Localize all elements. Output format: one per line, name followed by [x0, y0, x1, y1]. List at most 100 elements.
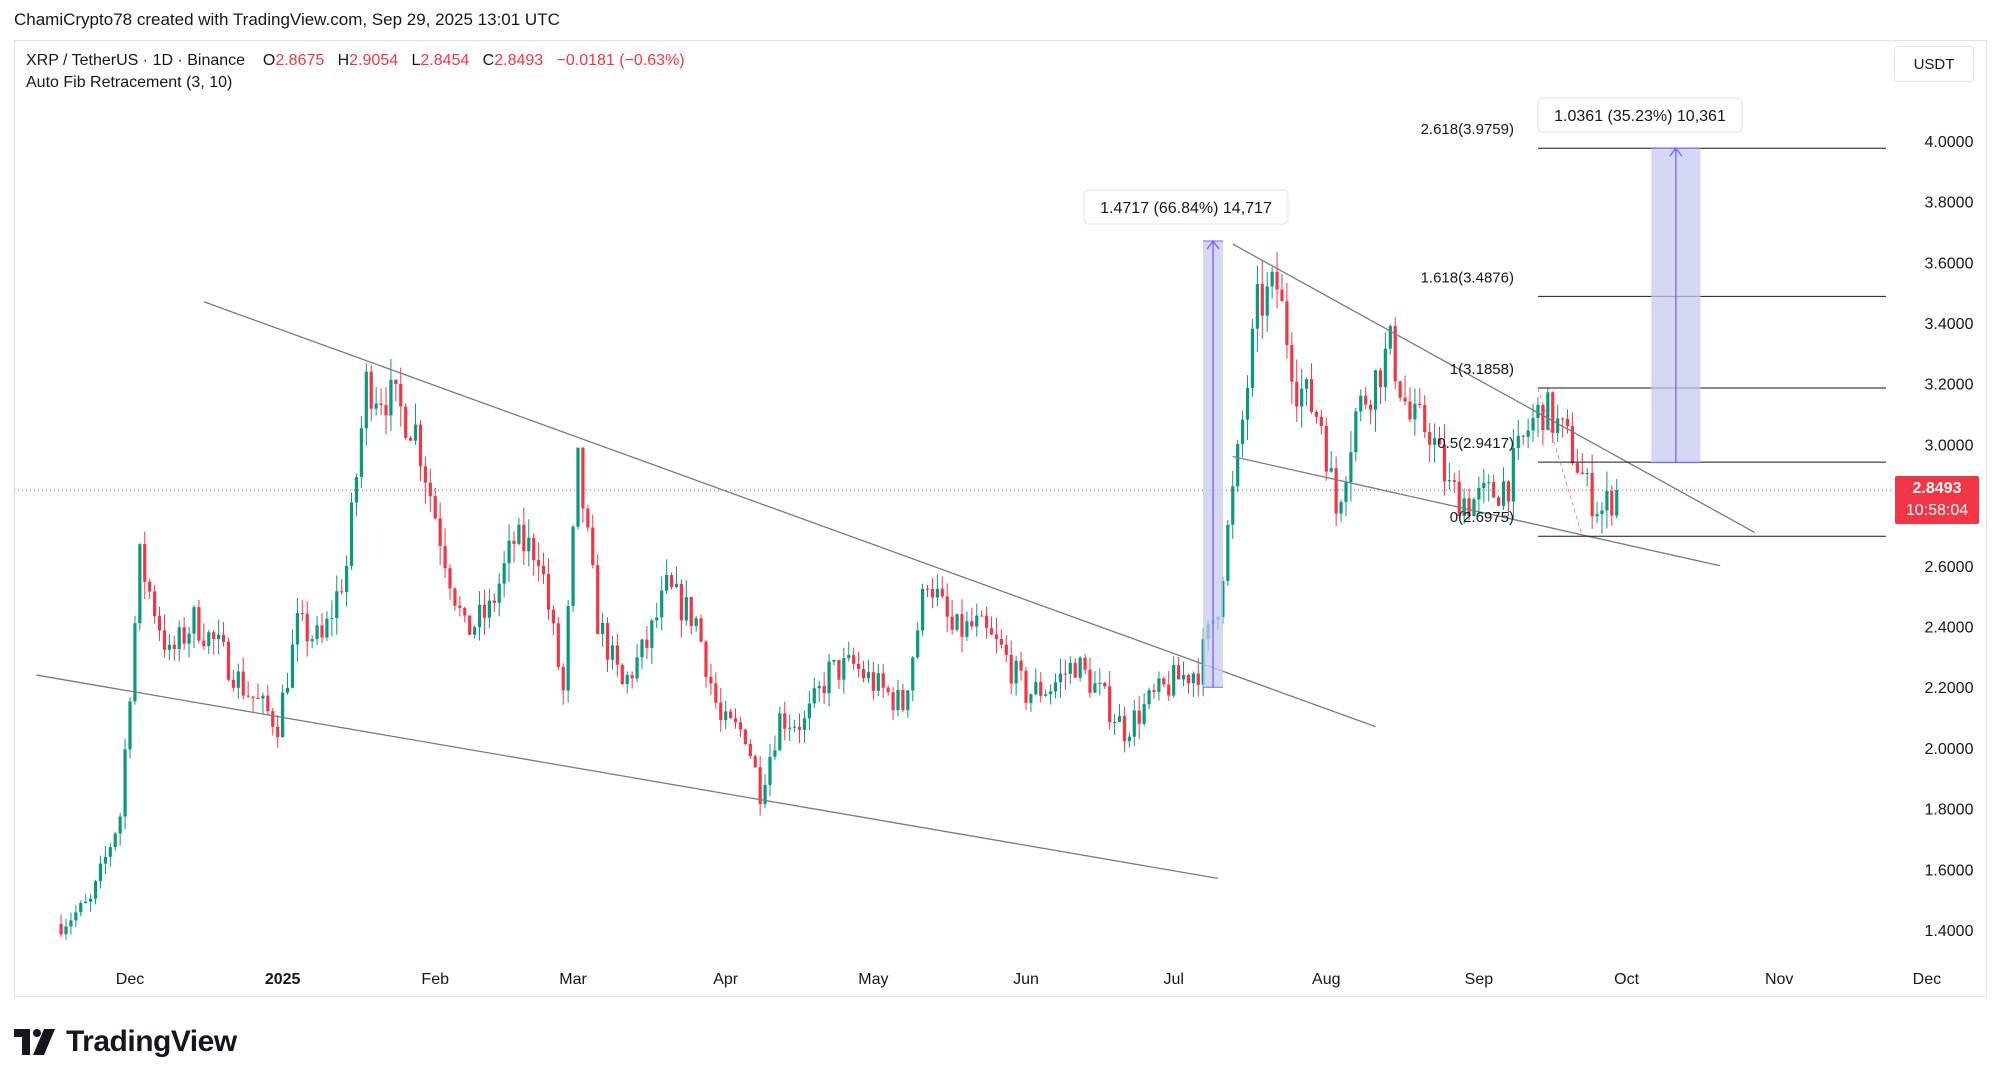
y-tick-label: 2.0000	[1925, 741, 1974, 758]
high-label: H	[337, 52, 350, 69]
candle-body	[601, 622, 605, 634]
candle-body	[325, 618, 329, 638]
candle-body	[300, 613, 304, 615]
y-tick-label: 2.6000	[1925, 559, 1974, 576]
candle-body	[197, 607, 201, 641]
candle-body	[876, 673, 880, 691]
candle-body	[1359, 395, 1363, 412]
candle-body	[551, 609, 555, 624]
candle-body	[310, 639, 314, 642]
candle-body	[1191, 673, 1195, 684]
candle-body	[1339, 502, 1343, 514]
candle-body	[69, 920, 73, 927]
candle-body	[453, 588, 457, 606]
candle-body	[758, 767, 762, 804]
candle-body	[729, 711, 733, 719]
candle-body	[665, 575, 669, 591]
candle-body	[1393, 325, 1397, 382]
candle-body	[896, 690, 900, 711]
candle-body	[921, 588, 925, 631]
tradingview-logo-icon	[14, 1029, 55, 1055]
candle-body	[640, 639, 644, 658]
tradingview-logo[interactable]: TradingView	[14, 1022, 237, 1062]
last-price-value: 2.8493	[1912, 480, 1962, 497]
change-value: −0.0181 (−0.63%)	[556, 52, 685, 69]
x-tick-label: Mar	[559, 971, 587, 988]
candle-body	[581, 447, 585, 509]
candle-body	[1324, 425, 1328, 472]
candle-body	[1058, 673, 1063, 683]
candle-body	[989, 628, 994, 635]
trendline	[1232, 455, 1721, 567]
candle-body	[1053, 682, 1058, 692]
candle-body	[1275, 271, 1279, 290]
currency-button[interactable]: USDT	[1894, 46, 1974, 82]
candle-body	[1501, 481, 1506, 506]
candle-body	[276, 726, 280, 738]
candle-body	[1615, 490, 1619, 516]
candle-body	[320, 625, 324, 638]
candle-body	[1541, 404, 1545, 431]
x-tick-label: Aug	[1312, 971, 1340, 988]
x-tick-label: Dec	[1913, 971, 1941, 988]
candle-body	[413, 424, 418, 441]
candle-body	[251, 696, 255, 698]
candle-body	[994, 634, 999, 639]
candle-body	[935, 588, 939, 598]
candle-body	[1610, 491, 1614, 516]
candle-body	[1482, 482, 1486, 488]
candle-body	[349, 502, 354, 566]
candle-body	[512, 540, 516, 544]
open-value: 2.8675	[275, 52, 325, 69]
candle-body	[532, 537, 536, 561]
candle-body	[246, 695, 250, 697]
indicator-label[interactable]: Auto Fib Retracement (3, 10)	[26, 74, 233, 91]
candle-body	[1265, 286, 1269, 316]
candle-body	[1462, 498, 1466, 517]
candle-body	[492, 600, 496, 603]
candle-body	[709, 676, 713, 684]
candle-body	[340, 591, 344, 593]
candle-body	[221, 634, 226, 642]
candle-body	[1437, 438, 1442, 445]
candle-body	[202, 640, 206, 647]
candle-body	[384, 405, 388, 416]
candle-body	[113, 833, 117, 848]
candle-body	[261, 695, 265, 699]
candle-body	[1236, 443, 1240, 487]
candle-body	[1560, 418, 1565, 420]
candle-body	[1270, 271, 1274, 287]
candle-body	[832, 660, 836, 662]
candle-body	[1447, 480, 1451, 482]
candle-body	[463, 607, 467, 616]
symbol-label[interactable]: XRP / TetherUS · 1D · Binance	[26, 52, 246, 69]
ohlc-legend: XRP / TetherUS · 1D · Binance O2.8675 H2…	[26, 50, 685, 72]
x-tick-label: May	[858, 971, 888, 988]
candle-body	[192, 607, 196, 634]
candle-body	[458, 605, 462, 608]
candle-body	[1354, 411, 1358, 453]
candle-body	[1506, 481, 1511, 502]
candle-body	[1122, 716, 1127, 742]
candle-body	[1019, 660, 1023, 671]
candle-body	[556, 623, 560, 667]
candle-body	[1127, 736, 1131, 742]
y-tick-label: 3.4000	[1925, 316, 1974, 333]
candle-body	[679, 583, 683, 621]
candle-body	[576, 447, 580, 527]
trendline	[1232, 243, 1755, 533]
candle-body	[793, 726, 797, 728]
candle-body	[1049, 691, 1053, 695]
candle-body	[527, 537, 531, 552]
candle-body	[1349, 452, 1353, 483]
candle-body	[1181, 674, 1186, 680]
candle-body	[1024, 670, 1028, 703]
candle-body	[950, 616, 954, 630]
candle-body	[217, 634, 221, 640]
candle-body	[1245, 388, 1250, 420]
x-tick-label: Oct	[1614, 971, 1639, 988]
candle-body	[148, 581, 152, 592]
close-label: C	[482, 52, 495, 69]
candle-body	[1226, 524, 1230, 581]
